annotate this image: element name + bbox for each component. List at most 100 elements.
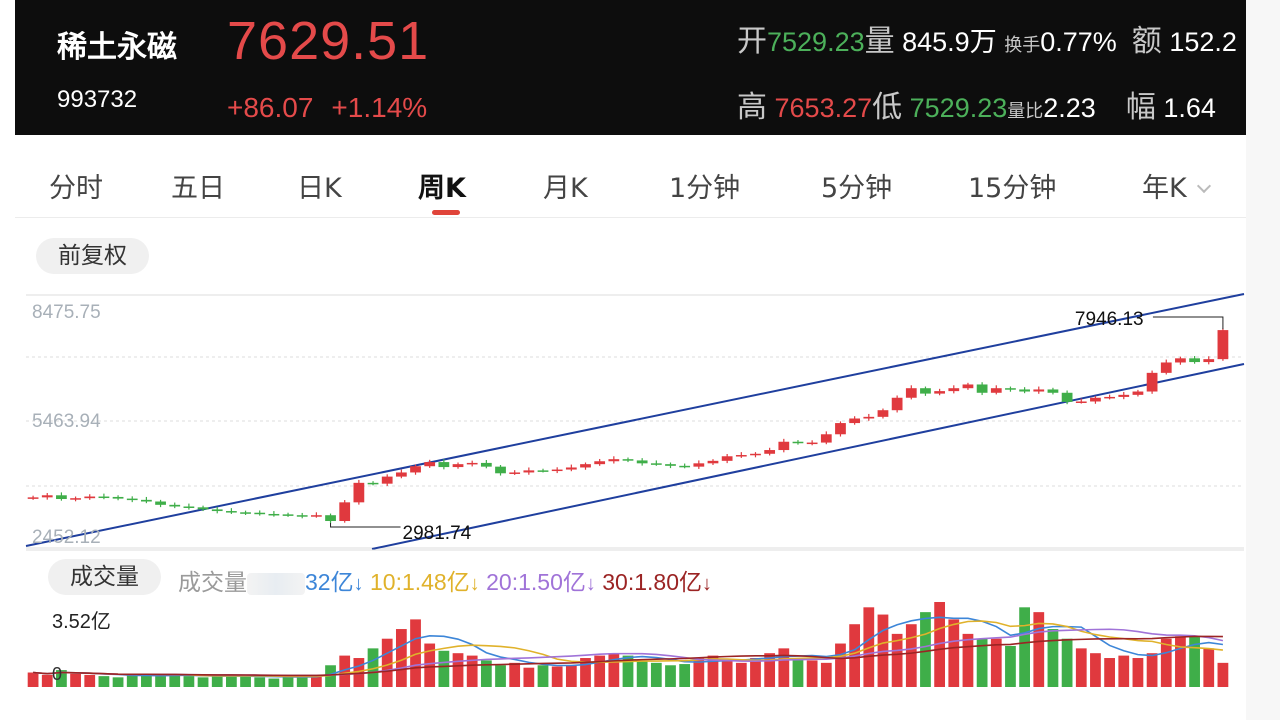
candle-body bbox=[296, 515, 308, 517]
volume-bar bbox=[84, 674, 96, 687]
candle-body bbox=[622, 459, 634, 461]
volume-bar bbox=[1090, 653, 1101, 687]
volume-bars bbox=[27, 602, 1229, 687]
candle-body bbox=[353, 482, 365, 503]
volume-bar bbox=[141, 673, 152, 687]
blurred-region bbox=[247, 572, 305, 595]
tab-daily-k[interactable]: 日K bbox=[297, 173, 342, 204]
y-tick-label: 8475.75 bbox=[32, 302, 101, 323]
candle-body bbox=[98, 496, 110, 499]
tab-monthly-k[interactable]: 月K bbox=[543, 173, 588, 204]
volume-bar bbox=[410, 619, 421, 687]
open-label: 开 bbox=[737, 24, 767, 59]
candle-body bbox=[41, 495, 53, 498]
volume-bar bbox=[509, 662, 521, 687]
candle-body bbox=[665, 464, 676, 466]
volume-bar bbox=[622, 655, 634, 687]
tab-yearly-k[interactable]: 年K bbox=[1142, 166, 1211, 205]
volume-bar bbox=[296, 676, 308, 687]
ma30-down-arrow-icon: ↓ bbox=[702, 573, 713, 595]
candle-body bbox=[480, 462, 492, 467]
volume-bar bbox=[240, 676, 251, 687]
volume-bar bbox=[268, 678, 280, 687]
volume-bar bbox=[495, 665, 506, 687]
candle-body bbox=[410, 466, 421, 473]
volume-legend-prefix: 成交量 bbox=[178, 570, 247, 596]
volume-bar bbox=[112, 677, 124, 687]
volume-bar bbox=[778, 648, 790, 687]
candle-body bbox=[27, 497, 39, 499]
amplitude-label: 幅 bbox=[1125, 90, 1156, 125]
candle-body bbox=[70, 498, 81, 500]
volume-bar bbox=[183, 676, 195, 687]
candle-body bbox=[1005, 388, 1016, 390]
volume-bar bbox=[126, 674, 138, 687]
volume-bar bbox=[424, 643, 436, 687]
stock-name: 稀土永磁 bbox=[57, 30, 177, 65]
candle-body bbox=[934, 391, 946, 394]
price-change: +86.07 +1.14% bbox=[227, 92, 427, 124]
tab-1min[interactable]: 1分钟 bbox=[669, 173, 741, 204]
candle-body bbox=[778, 441, 790, 451]
candle-body bbox=[126, 498, 138, 501]
candle-body bbox=[580, 464, 591, 468]
adjust-button[interactable]: 前复权 bbox=[36, 238, 149, 274]
channel-upper-line bbox=[25, 293, 1245, 547]
candle-body bbox=[1160, 362, 1172, 373]
volume-bar bbox=[594, 655, 606, 687]
volume-bar bbox=[1175, 636, 1186, 687]
ma30-value: 30:1.80亿 bbox=[602, 569, 703, 595]
right-edge-panel bbox=[1246, 0, 1280, 720]
ma20-down-arrow-icon: ↓ bbox=[585, 573, 596, 595]
candle-body bbox=[495, 466, 506, 474]
volume-bar bbox=[650, 662, 662, 687]
candle-body bbox=[948, 388, 960, 392]
volume-bar bbox=[282, 677, 294, 687]
volume-bar bbox=[1047, 629, 1059, 687]
volume-bar bbox=[1061, 638, 1073, 687]
vol-ratio-label: 量比 bbox=[1007, 101, 1044, 122]
volume-bar bbox=[27, 672, 39, 687]
volume-bar bbox=[41, 674, 53, 687]
candle-body bbox=[1118, 394, 1130, 397]
volume-bar bbox=[452, 653, 464, 687]
candle-body bbox=[438, 462, 450, 468]
candle-body bbox=[1146, 372, 1158, 392]
amplitude-value: 1.64 bbox=[1163, 93, 1216, 123]
candle-body bbox=[806, 442, 818, 445]
volume-bar bbox=[480, 660, 492, 687]
volume-bar bbox=[310, 674, 322, 687]
volume-bar bbox=[523, 667, 535, 687]
quote-row-1: 开7529.23量 845.9万 换手0.77% 额 152.2 bbox=[737, 16, 1237, 60]
volume-bar bbox=[792, 658, 804, 687]
volume-bar bbox=[438, 650, 450, 687]
volume-bar bbox=[580, 658, 591, 687]
tab-five-day[interactable]: 五日 bbox=[171, 173, 225, 204]
tab-weekly-k[interactable]: 周K bbox=[418, 173, 466, 204]
volume-bar bbox=[948, 619, 960, 687]
candle-body bbox=[211, 509, 223, 512]
volume-indicator-button[interactable]: 成交量 bbox=[48, 559, 161, 595]
low-label: 低 bbox=[872, 90, 903, 125]
tab-15min[interactable]: 15分钟 bbox=[968, 173, 1057, 204]
candle-body bbox=[849, 418, 861, 424]
candle-body bbox=[197, 507, 209, 510]
volume-bar bbox=[679, 664, 691, 687]
volume-bar bbox=[750, 658, 761, 687]
candlestick-series bbox=[27, 328, 1229, 524]
volume-bar bbox=[565, 665, 577, 687]
volume-bar bbox=[537, 665, 549, 687]
candle-body bbox=[395, 472, 407, 477]
tab-minute[interactable]: 分时 bbox=[49, 173, 103, 204]
candle-body bbox=[679, 465, 691, 468]
tab-5min[interactable]: 5分钟 bbox=[821, 173, 893, 204]
min-price-label: 2981.74 bbox=[403, 523, 472, 544]
y-axis-ticks: 8475.75 5463.94 2452.12 bbox=[32, 302, 101, 548]
open-value: 7529.23 bbox=[767, 27, 865, 57]
candle-body bbox=[1033, 389, 1045, 392]
volume-bar bbox=[197, 677, 209, 687]
candle-body bbox=[1203, 359, 1215, 363]
volume-bar bbox=[1203, 648, 1215, 687]
candle-body bbox=[254, 512, 266, 515]
candle-body bbox=[905, 388, 917, 398]
